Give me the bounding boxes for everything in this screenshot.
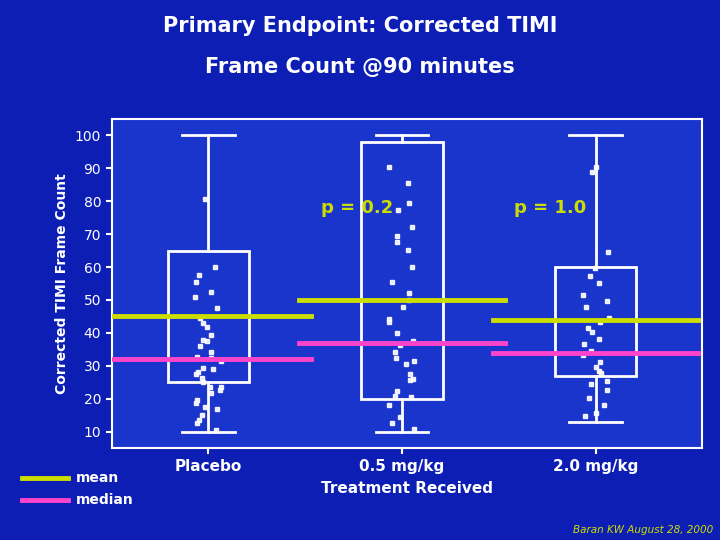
Bar	[555, 267, 636, 376]
Text: Frame Count @90 minutes: Frame Count @90 minutes	[205, 57, 515, 77]
Y-axis label: Corrected TIMI Frame Count: Corrected TIMI Frame Count	[55, 173, 69, 394]
Text: Primary Endpoint: Corrected TIMI: Primary Endpoint: Corrected TIMI	[163, 16, 557, 36]
Text: median: median	[76, 492, 133, 507]
Text: Baran KW August 28, 2000: Baran KW August 28, 2000	[572, 524, 713, 535]
Text: p = 0.2: p = 0.2	[320, 199, 393, 217]
Bar	[361, 142, 443, 399]
Bar	[168, 251, 249, 382]
Text: mean: mean	[76, 471, 119, 485]
X-axis label: Treatment Received: Treatment Received	[321, 481, 492, 496]
Text: p = 1.0: p = 1.0	[514, 199, 587, 217]
